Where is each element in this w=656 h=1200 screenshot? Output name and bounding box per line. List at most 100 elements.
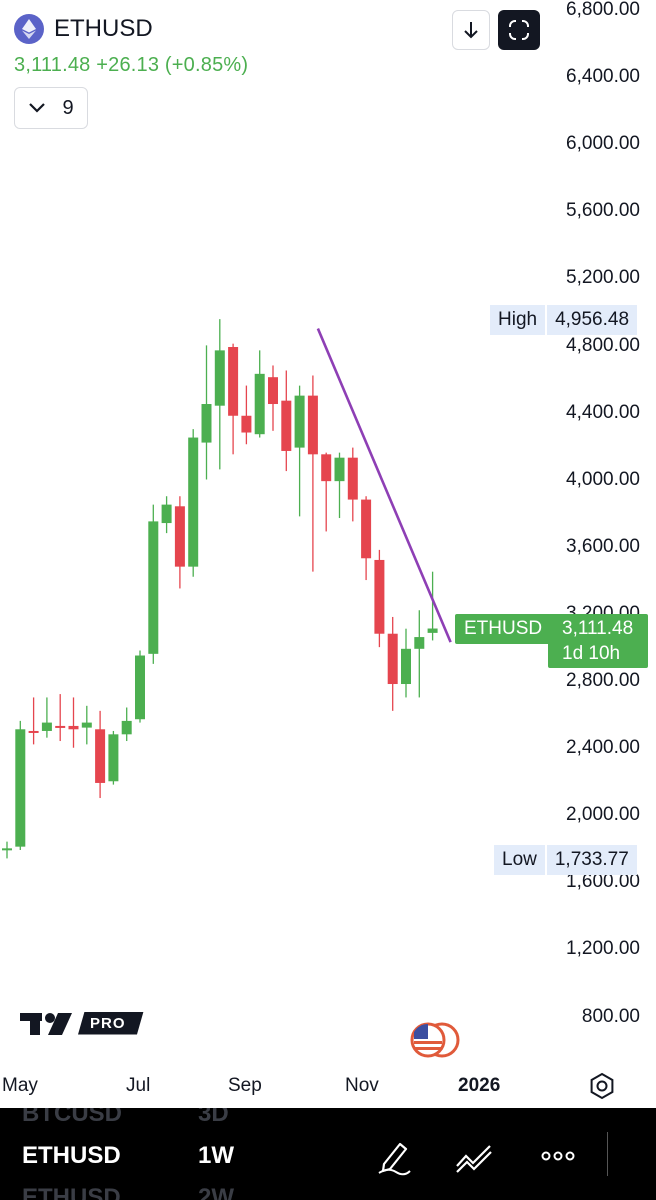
candle[interactable] bbox=[121, 707, 132, 742]
candle-body bbox=[228, 347, 239, 416]
picker-row-current[interactable]: ETHUSD 1W bbox=[22, 1142, 234, 1170]
price-chart[interactable] bbox=[0, 0, 656, 1110]
price-tick-label: 1,200.00 bbox=[566, 938, 640, 960]
candle[interactable] bbox=[214, 319, 225, 470]
candle[interactable] bbox=[2, 841, 12, 859]
low-tag: Low 1,733.77 bbox=[494, 845, 637, 875]
toolbar-divider bbox=[607, 1132, 608, 1176]
candle[interactable] bbox=[307, 375, 318, 572]
settings-icon[interactable] bbox=[588, 1072, 616, 1100]
candle[interactable] bbox=[387, 616, 398, 711]
candle-body bbox=[41, 722, 52, 731]
candle-body bbox=[55, 725, 66, 728]
candle-body bbox=[2, 848, 12, 851]
candle[interactable] bbox=[347, 447, 358, 522]
candle[interactable] bbox=[161, 496, 172, 534]
candle-body bbox=[188, 437, 199, 567]
candle[interactable] bbox=[68, 697, 79, 748]
fullscreen-button[interactable] bbox=[498, 10, 540, 50]
candle-body bbox=[307, 395, 318, 455]
price-tick-label: 6,800.00 bbox=[566, 0, 640, 20]
candle-body bbox=[15, 729, 26, 847]
candle[interactable] bbox=[201, 345, 212, 480]
candle-body bbox=[108, 734, 119, 782]
time-tick-label: May bbox=[2, 1075, 38, 1096]
high-label: High bbox=[490, 305, 546, 335]
candle[interactable] bbox=[135, 650, 145, 723]
price-tick-label: 6,000.00 bbox=[566, 133, 640, 155]
price-tick-label: 4,800.00 bbox=[566, 334, 640, 356]
download-button[interactable] bbox=[452, 10, 490, 50]
indicators-toggle[interactable]: 9 bbox=[14, 87, 88, 129]
picker-interval-next: 2W bbox=[198, 1184, 234, 1200]
candle[interactable] bbox=[55, 694, 66, 742]
candle[interactable] bbox=[148, 504, 159, 664]
trend-line-icon[interactable] bbox=[454, 1136, 494, 1176]
candle-body bbox=[121, 720, 132, 735]
candle-body bbox=[28, 730, 39, 733]
candle-body bbox=[387, 633, 398, 685]
candle[interactable] bbox=[401, 628, 411, 698]
candle[interactable] bbox=[254, 350, 265, 438]
candle-body bbox=[254, 373, 265, 435]
picker-symbol: ETHUSD bbox=[22, 1142, 121, 1169]
price-tick-label: 2,800.00 bbox=[566, 670, 640, 691]
picker-row-next[interactable]: ETHUSD 2W bbox=[22, 1184, 234, 1200]
us-flag-icon[interactable] bbox=[410, 1020, 460, 1060]
price-change: 3,111.48 +26.13 (+0.85%) bbox=[14, 54, 249, 76]
candle[interactable] bbox=[361, 496, 372, 581]
pencil-icon[interactable] bbox=[374, 1136, 414, 1176]
picker-symbol-prev: BTCUSD bbox=[22, 1108, 122, 1127]
candle[interactable] bbox=[174, 496, 185, 589]
download-icon bbox=[464, 22, 478, 39]
candle[interactable] bbox=[294, 385, 305, 517]
price-tick-label: 2,000.00 bbox=[566, 804, 640, 826]
candle[interactable] bbox=[374, 549, 385, 648]
candle[interactable] bbox=[41, 697, 52, 738]
picker-row-prev[interactable]: BTCUSD 3D bbox=[22, 1108, 229, 1128]
time-tick-label: Sep bbox=[228, 1075, 262, 1096]
candle-body bbox=[268, 377, 278, 405]
bar-countdown: 1d 10h bbox=[562, 643, 621, 664]
candle[interactable] bbox=[414, 610, 425, 698]
time-tick-label: Jul bbox=[126, 1075, 151, 1096]
symbol-interval-picker[interactable]: BTCUSD 3D ETHUSD 1W ETHUSD 2W bbox=[0, 1108, 656, 1200]
candle[interactable] bbox=[108, 730, 119, 785]
candle-body bbox=[294, 395, 305, 448]
pro-badge: PRO bbox=[78, 1011, 144, 1035]
candle[interactable] bbox=[81, 705, 92, 745]
time-tick-label: Nov bbox=[345, 1075, 379, 1096]
more-icon[interactable] bbox=[538, 1136, 578, 1176]
candle-body bbox=[374, 559, 385, 634]
fullscreen-icon bbox=[508, 19, 530, 41]
candle-body bbox=[135, 655, 145, 720]
candle-body bbox=[334, 457, 345, 482]
candle[interactable] bbox=[188, 429, 199, 577]
price-tick-label: 1,600.00 bbox=[566, 871, 640, 893]
candle[interactable] bbox=[321, 452, 332, 532]
candle[interactable] bbox=[28, 697, 39, 745]
candle[interactable] bbox=[268, 365, 278, 431]
price-tick-label: 2,400.00 bbox=[566, 737, 640, 759]
candle[interactable] bbox=[228, 343, 239, 455]
candle[interactable] bbox=[15, 720, 26, 851]
candle[interactable] bbox=[427, 571, 438, 641]
candle-body bbox=[201, 404, 212, 443]
symbol-title[interactable]: ETHUSD bbox=[54, 15, 153, 42]
candle-body bbox=[95, 729, 106, 783]
price-tick-label: 4,400.00 bbox=[566, 401, 640, 423]
candle[interactable] bbox=[95, 710, 106, 799]
picker-interval-prev: 3D bbox=[198, 1108, 229, 1127]
candle-body bbox=[321, 454, 332, 482]
symbol-price-tag: ETHUSD bbox=[455, 614, 552, 644]
last-price: 3,111.48 bbox=[562, 618, 634, 639]
candle-body bbox=[214, 350, 225, 406]
candle-body bbox=[414, 637, 425, 649]
candle-body bbox=[161, 504, 172, 524]
candle[interactable] bbox=[281, 370, 292, 472]
candle-body bbox=[347, 457, 358, 500]
candle[interactable] bbox=[241, 385, 252, 445]
trend-line[interactable] bbox=[316, 328, 452, 643]
candle-body bbox=[281, 400, 292, 451]
candle[interactable] bbox=[334, 452, 345, 519]
